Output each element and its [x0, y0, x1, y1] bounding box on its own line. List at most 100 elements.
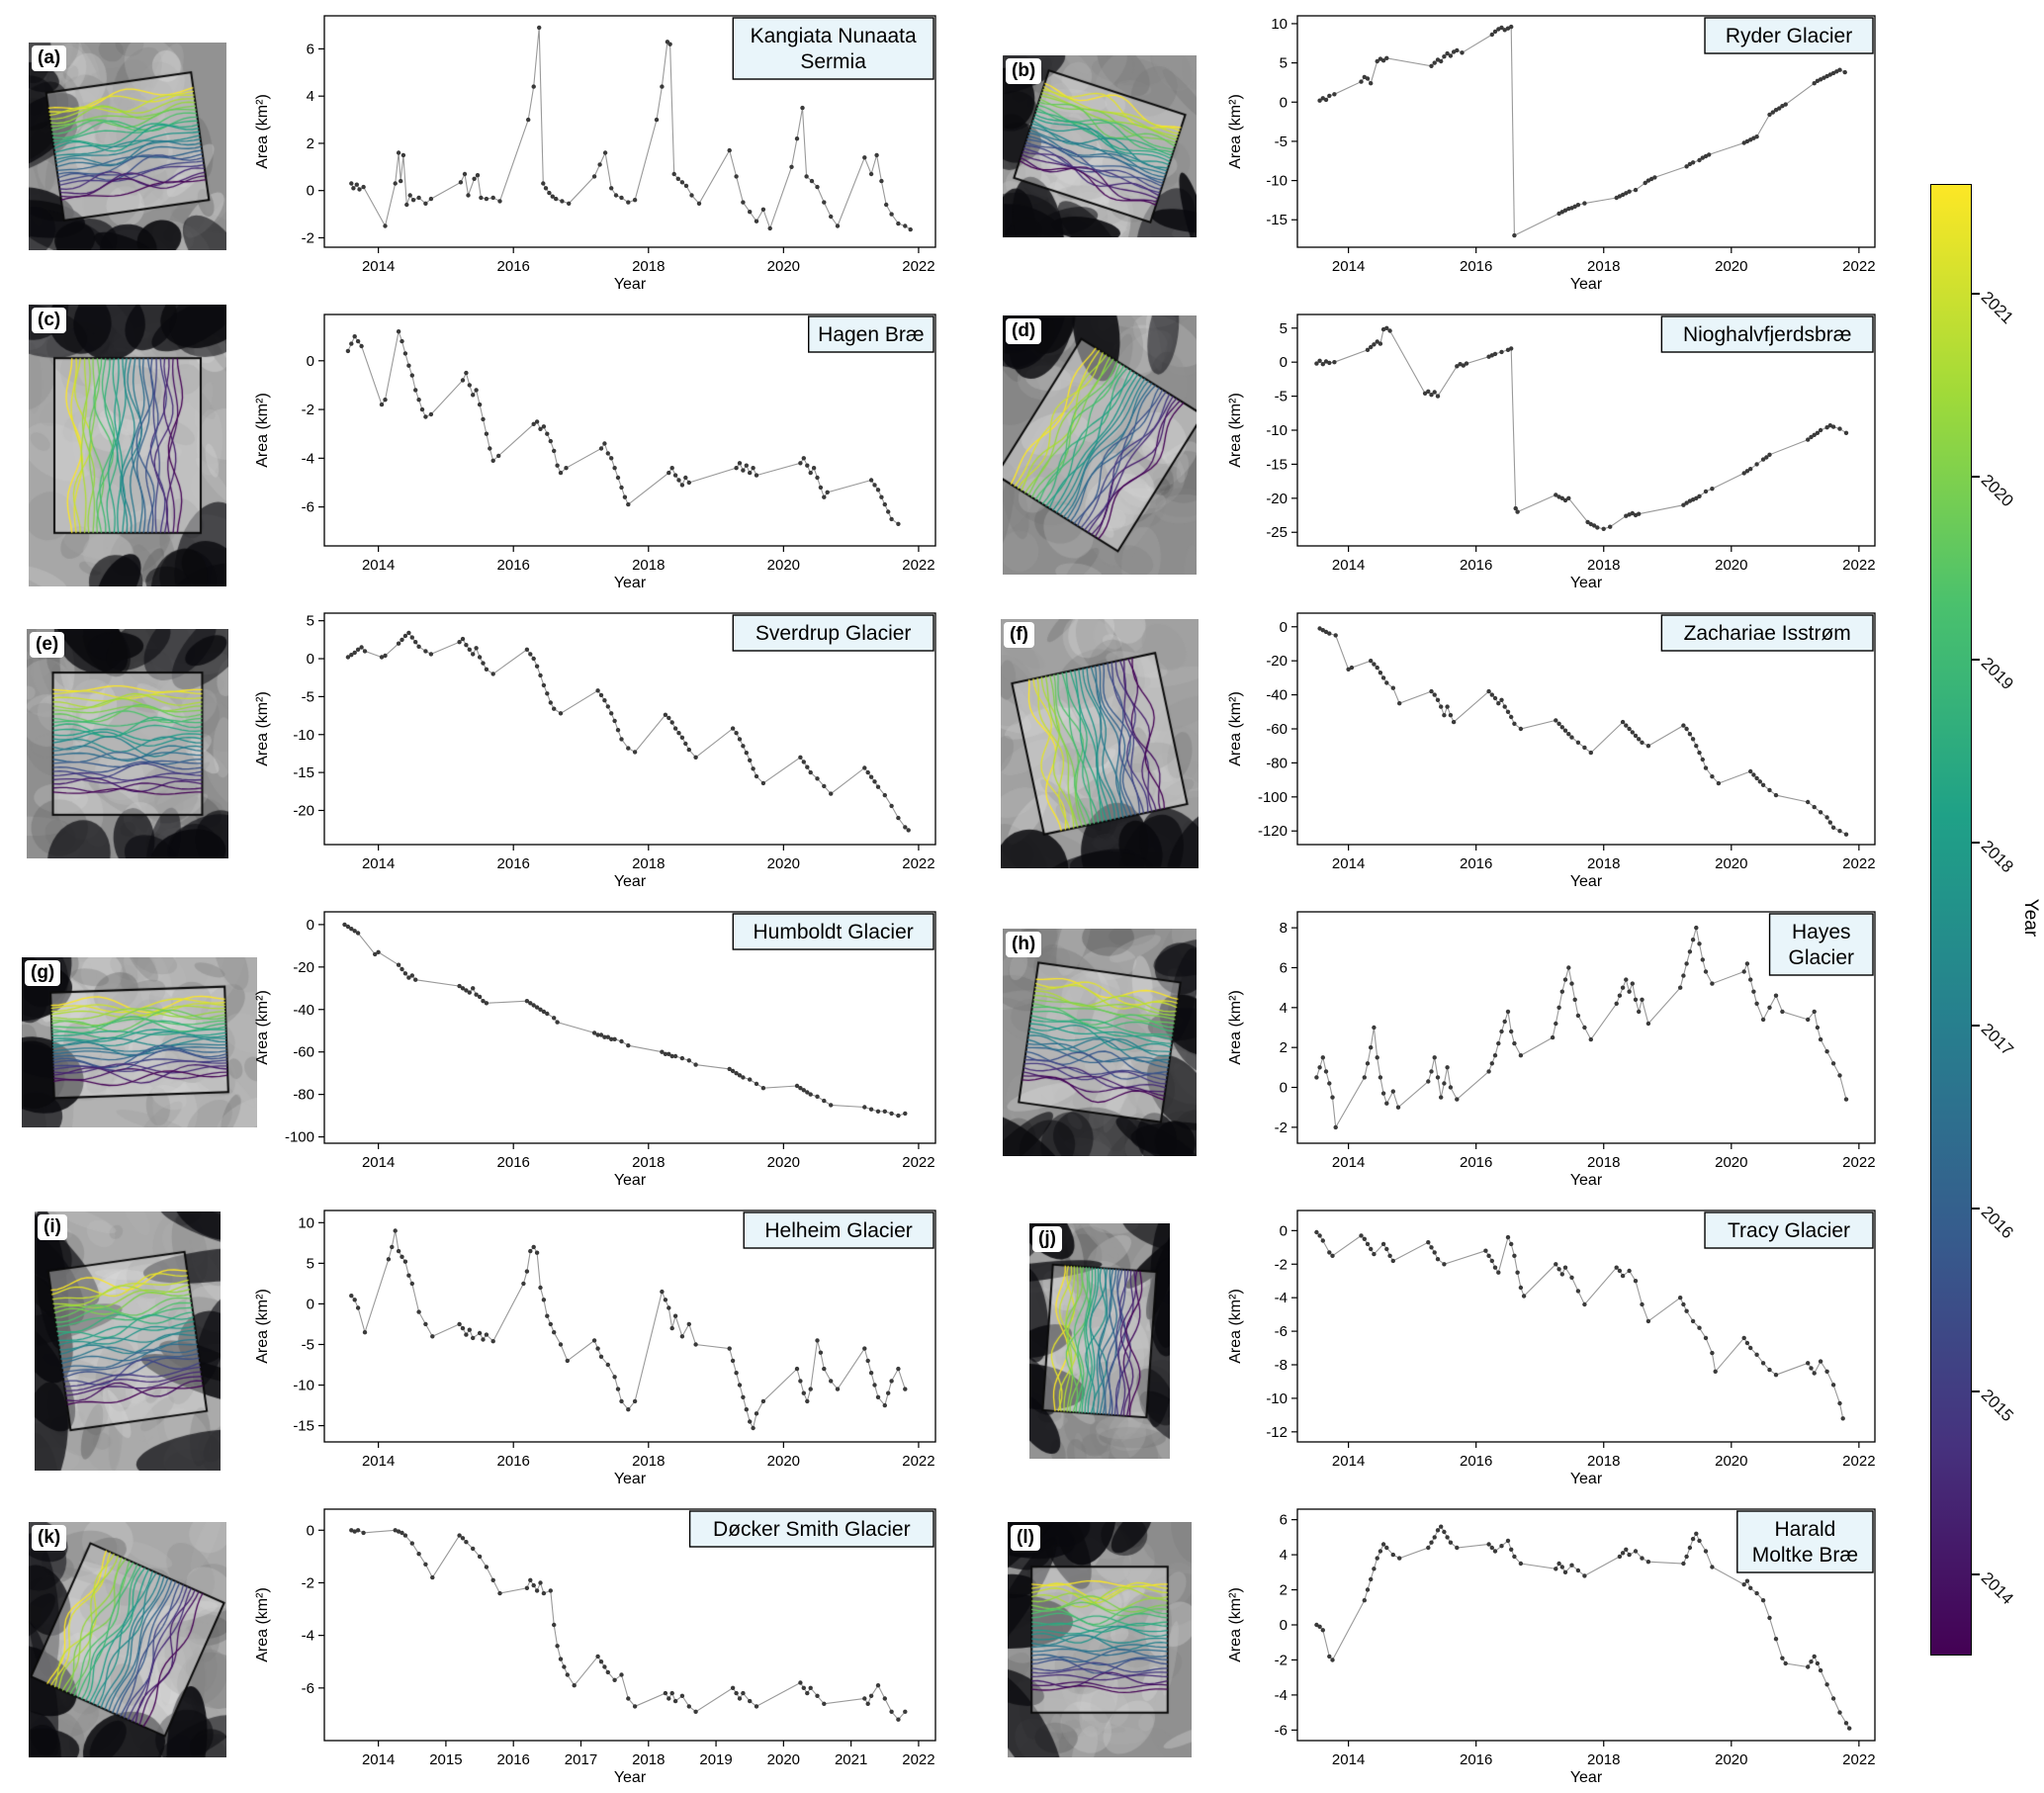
- svg-text:2018: 2018: [632, 1751, 665, 1768]
- svg-text:2018: 2018: [1587, 557, 1620, 574]
- chart-title: Døcker Smith Glacier: [713, 1518, 911, 1541]
- y-axis-label: Area (km²): [1227, 990, 1244, 1065]
- svg-text:0: 0: [1280, 1222, 1288, 1239]
- colorbar-tick-label: 2021: [1977, 288, 2017, 328]
- svg-text:2021: 2021: [835, 1751, 867, 1768]
- svg-text:10: 10: [1271, 16, 1288, 33]
- svg-text:2014: 2014: [1332, 258, 1365, 275]
- svg-text:0: 0: [1280, 619, 1288, 636]
- svg-text:6: 6: [1280, 1512, 1288, 1529]
- svg-text:-2: -2: [1275, 1120, 1288, 1136]
- svg-text:2016: 2016: [497, 1751, 530, 1768]
- svg-text:2018: 2018: [1587, 1453, 1620, 1470]
- thumbnail-b: (b): [1003, 55, 1197, 237]
- svg-text:2022: 2022: [1842, 1751, 1875, 1768]
- thumbnail-f: (f): [1001, 619, 1199, 868]
- x-axis-label: Year: [1570, 1471, 1603, 1487]
- svg-text:0: 0: [307, 651, 314, 668]
- svg-text:2016: 2016: [1460, 1751, 1492, 1768]
- colorbar-tick: [1972, 1390, 1980, 1393]
- series-line: [350, 1230, 906, 1430]
- svg-text:2020: 2020: [1715, 1154, 1747, 1171]
- svg-text:-80: -80: [1266, 755, 1288, 771]
- chart-title: Ryder Glacier: [1726, 25, 1852, 47]
- svg-text:2014: 2014: [1332, 1751, 1365, 1768]
- svg-text:2022: 2022: [1842, 557, 1875, 574]
- svg-text:2014: 2014: [1332, 1154, 1365, 1171]
- colorbar-tick: [1972, 1025, 1980, 1028]
- svg-text:-2: -2: [302, 229, 314, 246]
- svg-text:-6: -6: [302, 1680, 314, 1697]
- satellite-image-g: [22, 957, 257, 1127]
- svg-text:2016: 2016: [497, 557, 530, 574]
- svg-text:-60: -60: [1266, 721, 1288, 738]
- thumbnail-e: (e): [27, 629, 228, 858]
- svg-text:4: 4: [307, 88, 314, 105]
- svg-text:2017: 2017: [565, 1751, 597, 1768]
- chart-title-box: [1768, 913, 1874, 976]
- svg-text:0: 0: [1280, 94, 1288, 111]
- colorbar-tick: [1972, 842, 1980, 845]
- x-axis-label: Year: [1570, 873, 1603, 890]
- svg-text:2018: 2018: [632, 557, 665, 574]
- y-axis-label: Area (km²): [1227, 94, 1244, 169]
- svg-text:-5: -5: [1275, 134, 1288, 150]
- svg-text:2: 2: [1280, 1582, 1288, 1599]
- chart-svg-d: 2014 2016 2018 2020 2022 5 0 -5 -10 -15 -20 -25 Year…: [1227, 314, 1876, 591]
- svg-text:-10: -10: [293, 727, 314, 744]
- svg-text:-15: -15: [293, 764, 314, 781]
- svg-text:2018: 2018: [1587, 1154, 1620, 1171]
- colorbar-tick: [1972, 293, 1980, 296]
- svg-text:-5: -5: [302, 1336, 314, 1353]
- panel-label-d: (d): [1006, 318, 1042, 344]
- svg-text:5: 5: [1280, 55, 1288, 72]
- chart-panel-b: 2014 2016 2018 2020 2022 -15 -10 -5 0 5 10 Year Area…: [1218, 4, 1889, 302]
- svg-text:-100: -100: [285, 1129, 314, 1146]
- satellite-image-i: [35, 1211, 221, 1471]
- svg-text:0: 0: [307, 917, 314, 934]
- chart-svg-g: 2014 2016 2018 2020 2022 0 -20 -40 -60 -80 -100 Yea…: [254, 911, 936, 1189]
- svg-text:2: 2: [307, 135, 314, 152]
- satellite-image-c: [29, 304, 226, 586]
- chart-title: Glacier: [1789, 946, 1855, 969]
- svg-text:2022: 2022: [902, 258, 934, 275]
- panel-label-c: (c): [32, 307, 67, 333]
- panel-label-j: (j): [1032, 1226, 1062, 1252]
- chart-title: Hagen Bræ: [818, 323, 924, 346]
- svg-text:0: 0: [1280, 354, 1288, 371]
- colorbar-tick-label: 2017: [1977, 1020, 2017, 1060]
- svg-text:-4: -4: [1275, 1290, 1288, 1306]
- svg-text:2016: 2016: [497, 258, 530, 275]
- chart-panel-l: 2014 2016 2018 2020 2022 6 4 2 0 -2 -4 -6 Year Area (…: [1218, 1497, 1889, 1793]
- chart-svg-c: 2014 2016 2018 2020 2022 0 -2 -4 -6 Year Area (km²…: [254, 314, 936, 591]
- svg-text:-15: -15: [293, 1418, 314, 1435]
- panel-label-e: (e): [30, 632, 65, 658]
- x-axis-label: Year: [614, 1172, 647, 1189]
- chart-title: Hayes: [1792, 921, 1851, 943]
- y-axis-label: Area (km²): [254, 691, 271, 766]
- svg-text:2022: 2022: [1842, 1453, 1875, 1470]
- chart-svg-b: 2014 2016 2018 2020 2022 -15 -10 -5 0 5 10 Year Area…: [1227, 15, 1876, 293]
- svg-text:-6: -6: [302, 499, 314, 516]
- chart-panel-g: 2014 2016 2018 2020 2022 0 -20 -40 -60 -80 -100 Yea…: [245, 900, 949, 1198]
- series-line: [344, 924, 906, 1117]
- svg-text:5: 5: [307, 1255, 314, 1272]
- colorbar-tick-label: 2015: [1977, 1386, 2017, 1426]
- y-axis-label: Area (km²): [1227, 1289, 1244, 1364]
- chart-svg-h: 2014 2016 2018 2020 2022 -2 0 2 4 6 8 Year Area (km²…: [1227, 911, 1876, 1189]
- svg-text:-6: -6: [1275, 1722, 1288, 1739]
- x-axis-label: Year: [614, 276, 647, 293]
- thumbnail-c: (c): [29, 304, 226, 586]
- satellite-image-a: [29, 43, 226, 250]
- svg-text:0: 0: [1280, 1080, 1288, 1097]
- svg-text:2022: 2022: [902, 557, 934, 574]
- svg-text:-20: -20: [1266, 653, 1288, 670]
- svg-text:2: 2: [1280, 1039, 1288, 1056]
- y-axis-label: Area (km²): [254, 1289, 271, 1364]
- chart-title-box: [732, 614, 934, 652]
- svg-text:-6: -6: [1275, 1323, 1288, 1340]
- chart-title-box: [1660, 614, 1874, 652]
- chart-title: Sermia: [800, 50, 866, 73]
- chart-panel-i: 2014 2016 2018 2020 2022 10 5 0 -5 -10 -15 Year Area…: [245, 1199, 949, 1496]
- satellite-image-l: [1008, 1522, 1192, 1757]
